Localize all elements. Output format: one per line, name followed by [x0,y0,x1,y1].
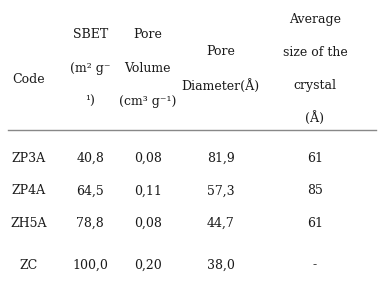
Text: ZC: ZC [20,258,38,272]
Text: (m² g⁻: (m² g⁻ [70,62,111,75]
Text: size of the: size of the [283,46,347,59]
Text: (cm³ g⁻¹): (cm³ g⁻¹) [119,95,177,108]
Text: Pore: Pore [206,45,235,58]
Text: (Å): (Å) [305,111,324,125]
Text: SBET: SBET [73,28,108,41]
Text: 61: 61 [307,217,323,230]
Text: Code: Code [13,73,45,86]
Text: 0,20: 0,20 [134,258,162,272]
Text: ¹): ¹) [85,95,95,108]
Text: 40,8: 40,8 [76,152,104,165]
Text: 0,11: 0,11 [134,184,162,198]
Text: ZH5A: ZH5A [10,217,47,230]
Text: 78,8: 78,8 [76,217,104,230]
Text: Pore: Pore [133,28,162,41]
Text: -: - [313,258,317,272]
Text: crystal: crystal [293,79,336,92]
Text: 0,08: 0,08 [134,152,162,165]
Text: 100,0: 100,0 [72,258,108,272]
Text: 64,5: 64,5 [76,184,104,198]
Text: 0,08: 0,08 [134,217,162,230]
Text: 81,9: 81,9 [207,152,235,165]
Text: Diameter(Å): Diameter(Å) [182,79,260,92]
Text: 57,3: 57,3 [207,184,235,198]
Text: ZP3A: ZP3A [12,152,46,165]
Text: 85: 85 [307,184,323,198]
Text: 61: 61 [307,152,323,165]
Text: 44,7: 44,7 [207,217,235,230]
Text: 38,0: 38,0 [207,258,235,272]
Text: Average: Average [289,13,341,27]
Text: Volume: Volume [124,62,171,75]
Text: ZP4A: ZP4A [12,184,46,198]
